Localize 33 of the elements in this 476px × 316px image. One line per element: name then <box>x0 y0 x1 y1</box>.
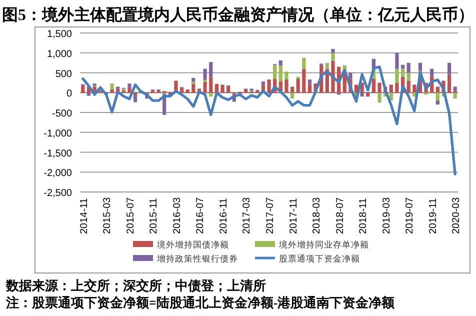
x-tick-label: 2020-03 <box>451 196 462 234</box>
x-tick-label: 2017-11 <box>288 198 300 234</box>
y-tick-label: 500 <box>55 68 72 80</box>
y-tick-label: -1,000 <box>44 128 72 140</box>
source-note: 数据来源：上交所；深交所；中债登；上清所 <box>5 278 266 293</box>
x-tick-label: 2019-07 <box>404 196 416 234</box>
x-tick-label: 2016-07 <box>195 196 206 234</box>
legend-label: 股票通项下资金净额 <box>279 254 360 264</box>
x-tick-label: 2016-11 <box>218 198 230 234</box>
text: 注：股票通项下资金净额=陆股通北上资金净额-港股通南下资金净额 <box>5 295 396 310</box>
x-tick-label: 2015-07 <box>125 196 136 234</box>
x-tick-label: 2019-11 <box>428 198 439 234</box>
x-tick-label: 2018-07 <box>334 196 346 234</box>
x-tick-label: 2014-11 <box>78 198 90 234</box>
y-tick-label: -500 <box>52 108 72 120</box>
x-tick-label: 2019-03 <box>381 196 392 234</box>
legend-label: 增持政策性银行债券 <box>156 254 238 264</box>
x-tick-label: 2016-03 <box>172 196 183 234</box>
legend-label: 境外增持国债净额 <box>156 240 229 250</box>
y-tick-label: 0 <box>66 88 72 100</box>
y-tick-label: -2,500 <box>44 188 72 199</box>
y-tick-label: -2,000 <box>44 168 72 180</box>
y-tick-label: -1,500 <box>44 148 72 160</box>
y-tick-label: 1,500 <box>46 29 72 40</box>
legend-label: 境外增持同业存单净额 <box>278 240 369 250</box>
x-tick-label: 2017-03 <box>242 196 253 234</box>
x-tick-label: 2015-03 <box>102 196 114 234</box>
x-tick-label: 2018-11 <box>358 198 370 234</box>
x-tick-label: 2018-03 <box>312 196 323 234</box>
title: 图5：境外主体配置境内人民币金融资产情况（单位：亿元人民币） <box>2 7 474 24</box>
x-tick-label: 2015-11 <box>148 198 160 234</box>
x-tick-label: 2017-07 <box>265 196 276 234</box>
y-tick-label: 1,000 <box>46 48 72 60</box>
